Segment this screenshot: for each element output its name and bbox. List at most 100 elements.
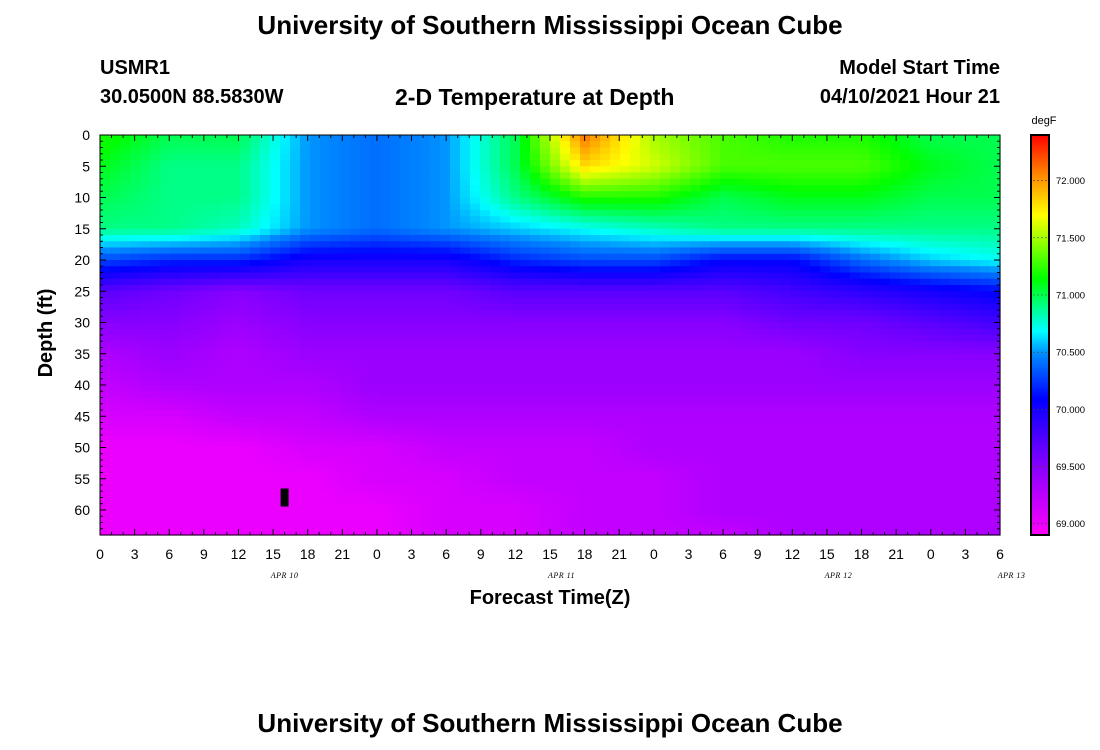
heatmap-cell [740, 441, 751, 449]
heatmap-cell [430, 297, 441, 305]
heatmap-cell [110, 360, 121, 367]
heatmap-cell [990, 378, 1001, 386]
heatmap-cell [380, 222, 391, 230]
heatmap-cell [740, 297, 751, 305]
heatmap-cell [870, 303, 881, 311]
heatmap-cell [800, 397, 811, 405]
heatmap-cell [910, 453, 921, 461]
heatmap-cell [220, 353, 231, 361]
heatmap-cell [590, 385, 601, 392]
heatmap-cell [940, 403, 951, 411]
heatmap-cell [310, 391, 321, 399]
heatmap-cell [570, 378, 581, 386]
heatmap-cell [990, 353, 1001, 361]
heatmap-cell [400, 235, 411, 242]
heatmap-cell [350, 178, 361, 186]
heatmap-cell [450, 403, 461, 411]
heatmap-cell [970, 391, 981, 399]
heatmap-cell [390, 403, 401, 411]
heatmap-cell [210, 422, 221, 430]
heatmap-cell [820, 360, 831, 367]
heatmap-cell [420, 203, 431, 211]
heatmap-cell [410, 460, 421, 467]
heatmap-cell [790, 253, 801, 261]
heatmap-cell [760, 416, 771, 424]
heatmap-cell [480, 141, 491, 149]
heatmap-cell [640, 391, 651, 399]
heatmap-cell [490, 210, 501, 217]
heatmap-cell [340, 135, 351, 142]
heatmap-cell [200, 435, 211, 442]
heatmap-cell [930, 172, 941, 180]
heatmap-cell [570, 210, 581, 217]
heatmap-cell [920, 460, 931, 467]
heatmap-cell [630, 203, 641, 211]
heatmap-cell [110, 135, 121, 142]
heatmap-cell [500, 441, 511, 449]
heatmap-cell [250, 160, 261, 167]
heatmap-cell [930, 166, 941, 174]
heatmap-cell [800, 347, 811, 355]
heatmap-cell [300, 316, 311, 324]
heatmap-cell [650, 235, 661, 242]
heatmap-cell [980, 260, 991, 267]
heatmap-cell [720, 447, 731, 455]
heatmap-cell [810, 297, 821, 305]
heatmap-cell [800, 435, 811, 442]
heatmap-cell [740, 172, 751, 180]
heatmap-cell [320, 160, 331, 167]
heatmap-cell [250, 460, 261, 467]
heatmap-cell [820, 160, 831, 167]
heatmap-cell [540, 310, 551, 317]
heatmap-cell [660, 178, 671, 186]
heatmap-cell [710, 472, 721, 480]
heatmap-cell [370, 197, 381, 205]
heatmap-cell [310, 341, 321, 349]
heatmap-cell [800, 185, 811, 192]
heatmap-cell [380, 260, 391, 267]
heatmap-cell [700, 328, 711, 336]
heatmap-cell [750, 153, 761, 161]
heatmap-cell [780, 266, 791, 274]
heatmap-cell [930, 378, 941, 386]
heatmap-cell [340, 397, 351, 405]
heatmap-cell [750, 397, 761, 405]
heatmap-cell [140, 385, 151, 392]
heatmap-cell [160, 353, 171, 361]
heatmap-cell [980, 460, 991, 467]
heatmap-cell [520, 322, 531, 330]
heatmap-cell [840, 366, 851, 374]
heatmap-cell [670, 197, 681, 205]
heatmap-cell [730, 153, 741, 161]
heatmap-cell [260, 341, 271, 349]
heatmap-cell [780, 247, 791, 255]
heatmap-cell [240, 360, 251, 367]
heatmap-cell [680, 328, 691, 336]
heatmap-cell [620, 316, 631, 324]
heatmap-cell [130, 397, 141, 405]
heatmap-cell [520, 410, 531, 417]
heatmap-cell [460, 191, 471, 199]
heatmap-cell [650, 141, 661, 149]
heatmap-cell [230, 466, 241, 474]
heatmap-cell [410, 341, 421, 349]
heatmap-cell [150, 260, 161, 267]
heatmap-cell [470, 172, 481, 180]
heatmap-cell [320, 253, 331, 261]
heatmap-cell [930, 366, 941, 374]
heatmap-cell [220, 291, 231, 299]
heatmap-cell [600, 466, 611, 474]
heatmap-cell [620, 391, 631, 399]
heatmap-cell [970, 178, 981, 186]
heatmap-cell [300, 153, 311, 161]
heatmap-cell [780, 353, 791, 361]
heatmap-cell [570, 241, 581, 249]
heatmap-cell [930, 441, 941, 449]
heatmap-cell [340, 247, 351, 255]
heatmap-cell [470, 428, 481, 436]
heatmap-cell [950, 247, 961, 255]
heatmap-cell [540, 197, 551, 205]
heatmap-cell [100, 472, 111, 480]
heatmap-cell [600, 253, 611, 261]
heatmap-cell [950, 228, 961, 236]
